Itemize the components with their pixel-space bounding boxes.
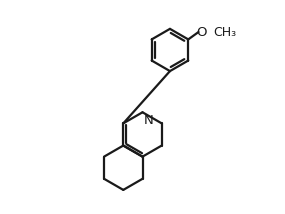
Text: CH₃: CH₃ [213,25,237,39]
Text: O: O [196,25,206,39]
Text: N: N [144,114,154,127]
